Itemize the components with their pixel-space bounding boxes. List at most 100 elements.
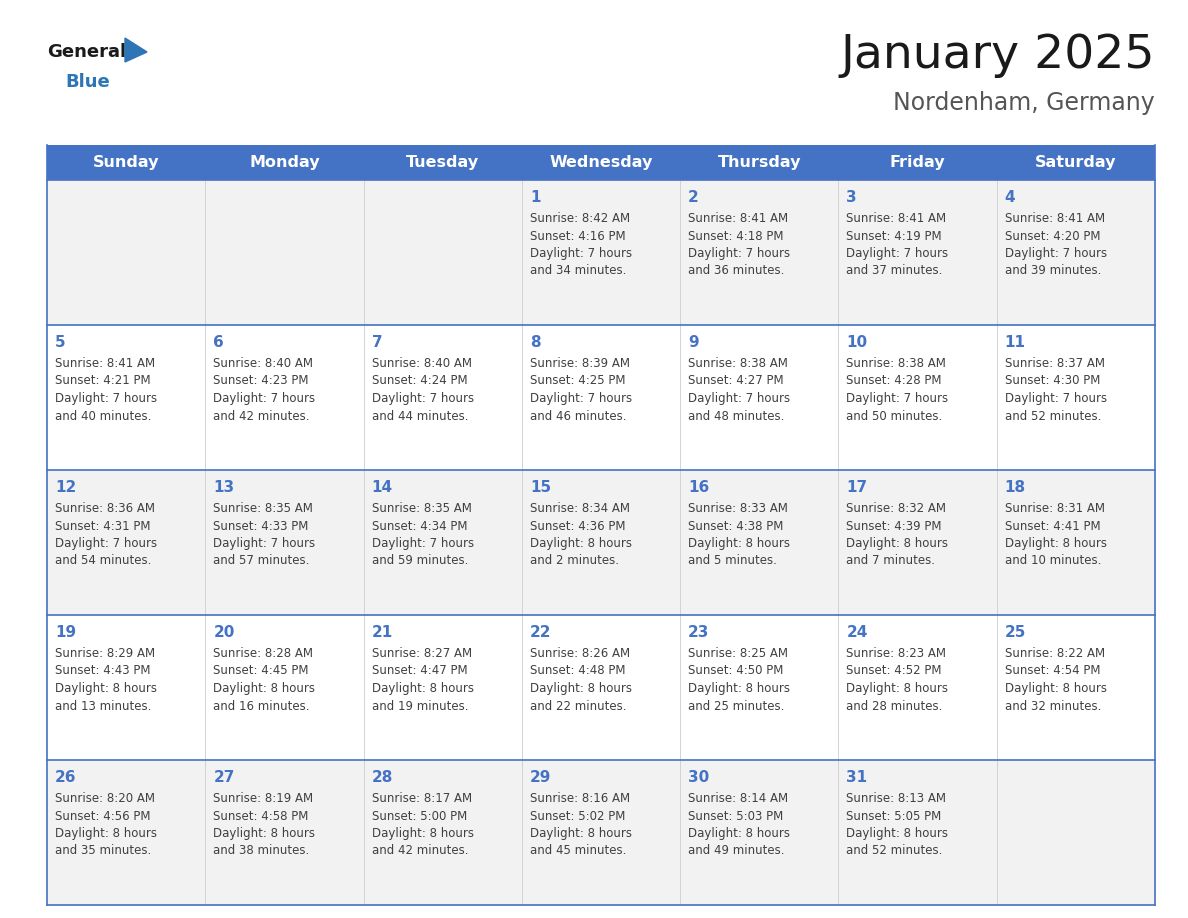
Text: Daylight: 7 hours: Daylight: 7 hours [1005, 392, 1107, 405]
Text: 19: 19 [55, 625, 76, 640]
Text: Daylight: 7 hours: Daylight: 7 hours [55, 392, 157, 405]
Text: Sunrise: 8:40 AM: Sunrise: 8:40 AM [214, 357, 314, 370]
Text: Sunset: 4:34 PM: Sunset: 4:34 PM [372, 520, 467, 532]
Text: and 13 minutes.: and 13 minutes. [55, 700, 151, 712]
Text: and 28 minutes.: and 28 minutes. [846, 700, 943, 712]
Text: Sunset: 4:18 PM: Sunset: 4:18 PM [688, 230, 784, 242]
Text: Daylight: 8 hours: Daylight: 8 hours [55, 827, 157, 840]
Text: Daylight: 8 hours: Daylight: 8 hours [55, 682, 157, 695]
Text: Sunset: 4:33 PM: Sunset: 4:33 PM [214, 520, 309, 532]
Text: Sunrise: 8:13 AM: Sunrise: 8:13 AM [846, 792, 947, 805]
Text: 29: 29 [530, 770, 551, 785]
Text: Sunset: 5:02 PM: Sunset: 5:02 PM [530, 810, 625, 823]
Text: Sunset: 4:54 PM: Sunset: 4:54 PM [1005, 665, 1100, 677]
Text: Daylight: 8 hours: Daylight: 8 hours [1005, 682, 1107, 695]
Text: Sunrise: 8:38 AM: Sunrise: 8:38 AM [846, 357, 947, 370]
Text: Sunrise: 8:16 AM: Sunrise: 8:16 AM [530, 792, 630, 805]
Text: General: General [48, 43, 126, 61]
Bar [48, 325, 1155, 470]
Text: and 25 minutes.: and 25 minutes. [688, 700, 784, 712]
Text: and 36 minutes.: and 36 minutes. [688, 264, 784, 277]
Text: and 42 minutes.: and 42 minutes. [214, 409, 310, 422]
Text: and 40 minutes.: and 40 minutes. [55, 409, 151, 422]
Text: Sunrise: 8:29 AM: Sunrise: 8:29 AM [55, 647, 156, 660]
Text: Sunset: 4:52 PM: Sunset: 4:52 PM [846, 665, 942, 677]
Text: Daylight: 7 hours: Daylight: 7 hours [688, 247, 790, 260]
Text: Friday: Friday [890, 155, 946, 170]
Text: Sunset: 4:28 PM: Sunset: 4:28 PM [846, 375, 942, 387]
Text: 22: 22 [530, 625, 551, 640]
Text: 15: 15 [530, 480, 551, 495]
Text: 24: 24 [846, 625, 867, 640]
Text: Daylight: 8 hours: Daylight: 8 hours [846, 827, 948, 840]
Text: 13: 13 [214, 480, 234, 495]
Text: Sunrise: 8:42 AM: Sunrise: 8:42 AM [530, 212, 630, 225]
Text: Sunset: 4:48 PM: Sunset: 4:48 PM [530, 665, 625, 677]
Text: Sunset: 4:38 PM: Sunset: 4:38 PM [688, 520, 784, 532]
Text: Daylight: 7 hours: Daylight: 7 hours [846, 392, 948, 405]
Text: and 46 minutes.: and 46 minutes. [530, 409, 626, 422]
Text: and 10 minutes.: and 10 minutes. [1005, 554, 1101, 567]
Text: Thursday: Thursday [718, 155, 801, 170]
Text: Daylight: 8 hours: Daylight: 8 hours [1005, 537, 1107, 550]
Text: 17: 17 [846, 480, 867, 495]
Text: Monday: Monday [249, 155, 320, 170]
Text: Sunrise: 8:41 AM: Sunrise: 8:41 AM [688, 212, 789, 225]
Text: and 34 minutes.: and 34 minutes. [530, 264, 626, 277]
Text: Sunset: 4:16 PM: Sunset: 4:16 PM [530, 230, 626, 242]
Text: Sunrise: 8:41 AM: Sunrise: 8:41 AM [55, 357, 156, 370]
Text: 11: 11 [1005, 335, 1025, 350]
Text: Sunset: 4:27 PM: Sunset: 4:27 PM [688, 375, 784, 387]
Text: Sunrise: 8:33 AM: Sunrise: 8:33 AM [688, 502, 788, 515]
Text: Daylight: 7 hours: Daylight: 7 hours [214, 392, 315, 405]
Text: Sunrise: 8:36 AM: Sunrise: 8:36 AM [55, 502, 154, 515]
Text: and 57 minutes.: and 57 minutes. [214, 554, 310, 567]
Bar [48, 180, 1155, 325]
Text: Sunrise: 8:34 AM: Sunrise: 8:34 AM [530, 502, 630, 515]
Text: Sunset: 5:00 PM: Sunset: 5:00 PM [372, 810, 467, 823]
Text: Daylight: 8 hours: Daylight: 8 hours [214, 827, 315, 840]
Bar [48, 470, 1155, 615]
Text: 12: 12 [55, 480, 76, 495]
Text: Daylight: 7 hours: Daylight: 7 hours [530, 247, 632, 260]
Text: and 45 minutes.: and 45 minutes. [530, 845, 626, 857]
Text: 30: 30 [688, 770, 709, 785]
Text: 5: 5 [55, 335, 65, 350]
Text: Daylight: 8 hours: Daylight: 8 hours [530, 682, 632, 695]
Text: 14: 14 [372, 480, 393, 495]
Text: Sunset: 4:50 PM: Sunset: 4:50 PM [688, 665, 784, 677]
Text: 18: 18 [1005, 480, 1026, 495]
Text: and 50 minutes.: and 50 minutes. [846, 409, 943, 422]
Text: Sunrise: 8:31 AM: Sunrise: 8:31 AM [1005, 502, 1105, 515]
Text: and 52 minutes.: and 52 minutes. [1005, 409, 1101, 422]
Text: Sunset: 4:31 PM: Sunset: 4:31 PM [55, 520, 151, 532]
Text: Sunset: 5:05 PM: Sunset: 5:05 PM [846, 810, 942, 823]
Text: Sunset: 4:24 PM: Sunset: 4:24 PM [372, 375, 467, 387]
Text: Nordenham, Germany: Nordenham, Germany [893, 91, 1155, 115]
Text: January 2025: January 2025 [840, 32, 1155, 77]
Text: Sunset: 4:58 PM: Sunset: 4:58 PM [214, 810, 309, 823]
Text: Sunrise: 8:20 AM: Sunrise: 8:20 AM [55, 792, 154, 805]
Text: 23: 23 [688, 625, 709, 640]
Text: Daylight: 8 hours: Daylight: 8 hours [214, 682, 315, 695]
Text: Sunrise: 8:41 AM: Sunrise: 8:41 AM [846, 212, 947, 225]
Text: 1: 1 [530, 190, 541, 205]
Text: Sunrise: 8:37 AM: Sunrise: 8:37 AM [1005, 357, 1105, 370]
Text: Sunrise: 8:32 AM: Sunrise: 8:32 AM [846, 502, 947, 515]
Text: Sunset: 4:45 PM: Sunset: 4:45 PM [214, 665, 309, 677]
Text: and 52 minutes.: and 52 minutes. [846, 845, 943, 857]
Text: Sunrise: 8:19 AM: Sunrise: 8:19 AM [214, 792, 314, 805]
Text: Sunset: 4:39 PM: Sunset: 4:39 PM [846, 520, 942, 532]
Text: Sunrise: 8:35 AM: Sunrise: 8:35 AM [372, 502, 472, 515]
Text: Wednesday: Wednesday [549, 155, 652, 170]
Text: 16: 16 [688, 480, 709, 495]
Text: 7: 7 [372, 335, 383, 350]
Bar [48, 615, 1155, 760]
Bar [48, 760, 1155, 905]
Text: Sunrise: 8:14 AM: Sunrise: 8:14 AM [688, 792, 789, 805]
Text: Sunrise: 8:17 AM: Sunrise: 8:17 AM [372, 792, 472, 805]
Text: Sunset: 4:36 PM: Sunset: 4:36 PM [530, 520, 625, 532]
Text: Daylight: 8 hours: Daylight: 8 hours [530, 827, 632, 840]
Text: Daylight: 8 hours: Daylight: 8 hours [372, 827, 474, 840]
Text: Sunday: Sunday [93, 155, 159, 170]
